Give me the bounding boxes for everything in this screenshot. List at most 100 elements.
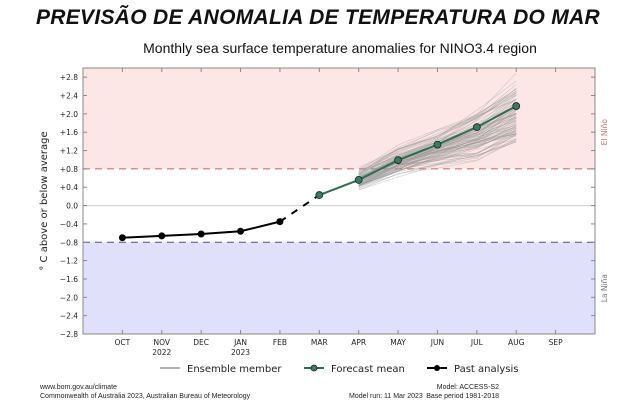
y-tick-label: −0.8 xyxy=(60,238,78,247)
ensemble-member-line xyxy=(358,84,517,168)
ensemble-member-line xyxy=(358,125,517,183)
ensemble-member-line xyxy=(358,110,517,182)
legend-past-label: Past analysis xyxy=(454,364,519,375)
chart-subtitle: Monthly sea surface temperature anomalie… xyxy=(143,40,537,56)
ensemble-member-line xyxy=(358,122,517,183)
ensemble-member-line xyxy=(358,120,517,181)
ensemble-member-line xyxy=(358,92,517,176)
ensemble-member-line xyxy=(358,132,517,188)
y-axis-label: ° C above or below average xyxy=(39,131,50,270)
la-nina-region xyxy=(83,242,595,334)
x-tick-label: AUG xyxy=(508,338,525,347)
ensemble-member-line xyxy=(358,138,517,185)
ensemble-member-line xyxy=(358,134,517,184)
ensemble-member-line xyxy=(358,130,517,185)
ensemble-member-line xyxy=(358,135,517,186)
x-tick-label: MAR xyxy=(311,338,328,347)
x-year-label: 2022 xyxy=(152,348,171,357)
forecast-mean-point xyxy=(354,176,363,184)
forecast-mean-line xyxy=(318,105,517,196)
plot-frame xyxy=(82,67,596,335)
y-tick-label: 0.0 xyxy=(66,202,78,211)
y-tick-label: −2.4 xyxy=(60,312,78,321)
footer-model: Model: ACCESS-S2 xyxy=(436,384,499,391)
ensemble-member-line xyxy=(358,133,517,186)
ensemble-member-line xyxy=(358,91,517,175)
ensemble-member-line xyxy=(358,116,517,181)
ensemble-member-line xyxy=(358,109,517,178)
page-title: PREVISÃO DE ANOMALIA DE TEMPERATURA DO M… xyxy=(35,6,601,29)
el-nino-region xyxy=(83,68,595,169)
ensemble-member-line xyxy=(358,127,517,186)
past-analysis-point xyxy=(237,227,245,235)
ensemble-members xyxy=(358,72,517,191)
x-tick-label: JUL xyxy=(470,338,484,347)
y-tick-label: +0.8 xyxy=(60,165,78,174)
past-analysis-point xyxy=(276,218,284,226)
footer-source: www.bom.gov.au/climate Commonwealth of A… xyxy=(40,383,250,401)
ensemble-member-line xyxy=(358,92,517,172)
x-tick-label: NOV xyxy=(154,338,171,347)
ensemble-member-line xyxy=(358,119,517,180)
ensemble-member-line xyxy=(358,138,517,191)
legend-forecast-marker xyxy=(310,364,318,372)
y-tick-label: −2.8 xyxy=(60,330,78,339)
y-tick-label: −1.6 xyxy=(60,275,78,284)
forecast-mean-point xyxy=(433,140,442,149)
y-tick-label: +1.6 xyxy=(60,128,78,137)
ensemble-member-line xyxy=(358,131,517,184)
forecast-mean-point xyxy=(394,156,402,165)
y-tick-label: −0.4 xyxy=(60,220,78,229)
ensemble-member-line xyxy=(358,99,517,175)
legend-forecast-label: Forecast mean xyxy=(331,364,405,375)
x-year-label: 2023 xyxy=(231,348,250,357)
y-tick-label: +2.0 xyxy=(60,110,78,119)
x-tick-label: MAY xyxy=(390,338,406,347)
ensemble-member-line xyxy=(358,88,517,173)
legend-ensemble-label: Ensemble member xyxy=(187,364,282,375)
footer-copyright: Commonwealth of Australia 2023, Australi… xyxy=(40,393,251,400)
ensemble-member-line xyxy=(358,128,517,187)
ensemble-member-line xyxy=(358,139,517,190)
y-tick-label: +1.2 xyxy=(60,147,78,156)
past-analysis-point xyxy=(197,230,205,238)
x-tick-label: JUN xyxy=(430,338,444,347)
ensemble-member-line xyxy=(358,93,517,174)
legend-past-marker xyxy=(434,365,440,371)
footer-url[interactable]: www.bom.gov.au/climate xyxy=(40,384,117,391)
x-tick-label: DEC xyxy=(193,338,209,347)
y-tick-label: +0.4 xyxy=(60,183,78,192)
ensemble-member-line xyxy=(358,126,517,183)
forecast-mean-point xyxy=(472,123,481,132)
ensemble-member-line xyxy=(358,125,517,186)
forecast-mean-point xyxy=(315,191,324,199)
ensemble-member-line xyxy=(358,133,517,185)
ensemble-member-line xyxy=(358,134,517,186)
y-tick-label: +2.4 xyxy=(60,92,78,101)
x-tick-label: JAN xyxy=(233,338,247,347)
ensemble-member-line xyxy=(358,80,517,172)
ensemble-member-line xyxy=(358,99,517,174)
ensemble-member-line xyxy=(358,129,517,183)
footer-base-period: Base period 1981-2018 xyxy=(426,393,499,400)
transition-dashed-line xyxy=(279,194,320,223)
ensemble-member-line xyxy=(358,72,517,171)
ensemble-member-line xyxy=(358,141,517,186)
y-tick-label: −1.2 xyxy=(60,257,78,266)
ensemble-member-line xyxy=(358,90,517,170)
past-analysis-point xyxy=(158,232,166,240)
ensemble-member-line xyxy=(358,133,517,185)
footer-model-run: Model run: 11 Mar 2023 xyxy=(349,393,423,400)
y-tick-label: +2.8 xyxy=(60,73,78,82)
footer-model-info: Model: ACCESS-S2 Base period 1981-2018 xyxy=(426,383,499,401)
ensemble-member-line xyxy=(358,140,517,191)
ensemble-member-line xyxy=(358,130,517,184)
ensemble-member-line xyxy=(358,133,517,187)
ensemble-member-line xyxy=(358,129,517,186)
ensemble-member-line xyxy=(358,127,517,182)
ensemble-member-line xyxy=(358,126,517,181)
ensemble-member-line xyxy=(358,133,517,189)
y-tick-label: −2.0 xyxy=(60,293,78,302)
ensemble-member-line xyxy=(358,122,517,183)
